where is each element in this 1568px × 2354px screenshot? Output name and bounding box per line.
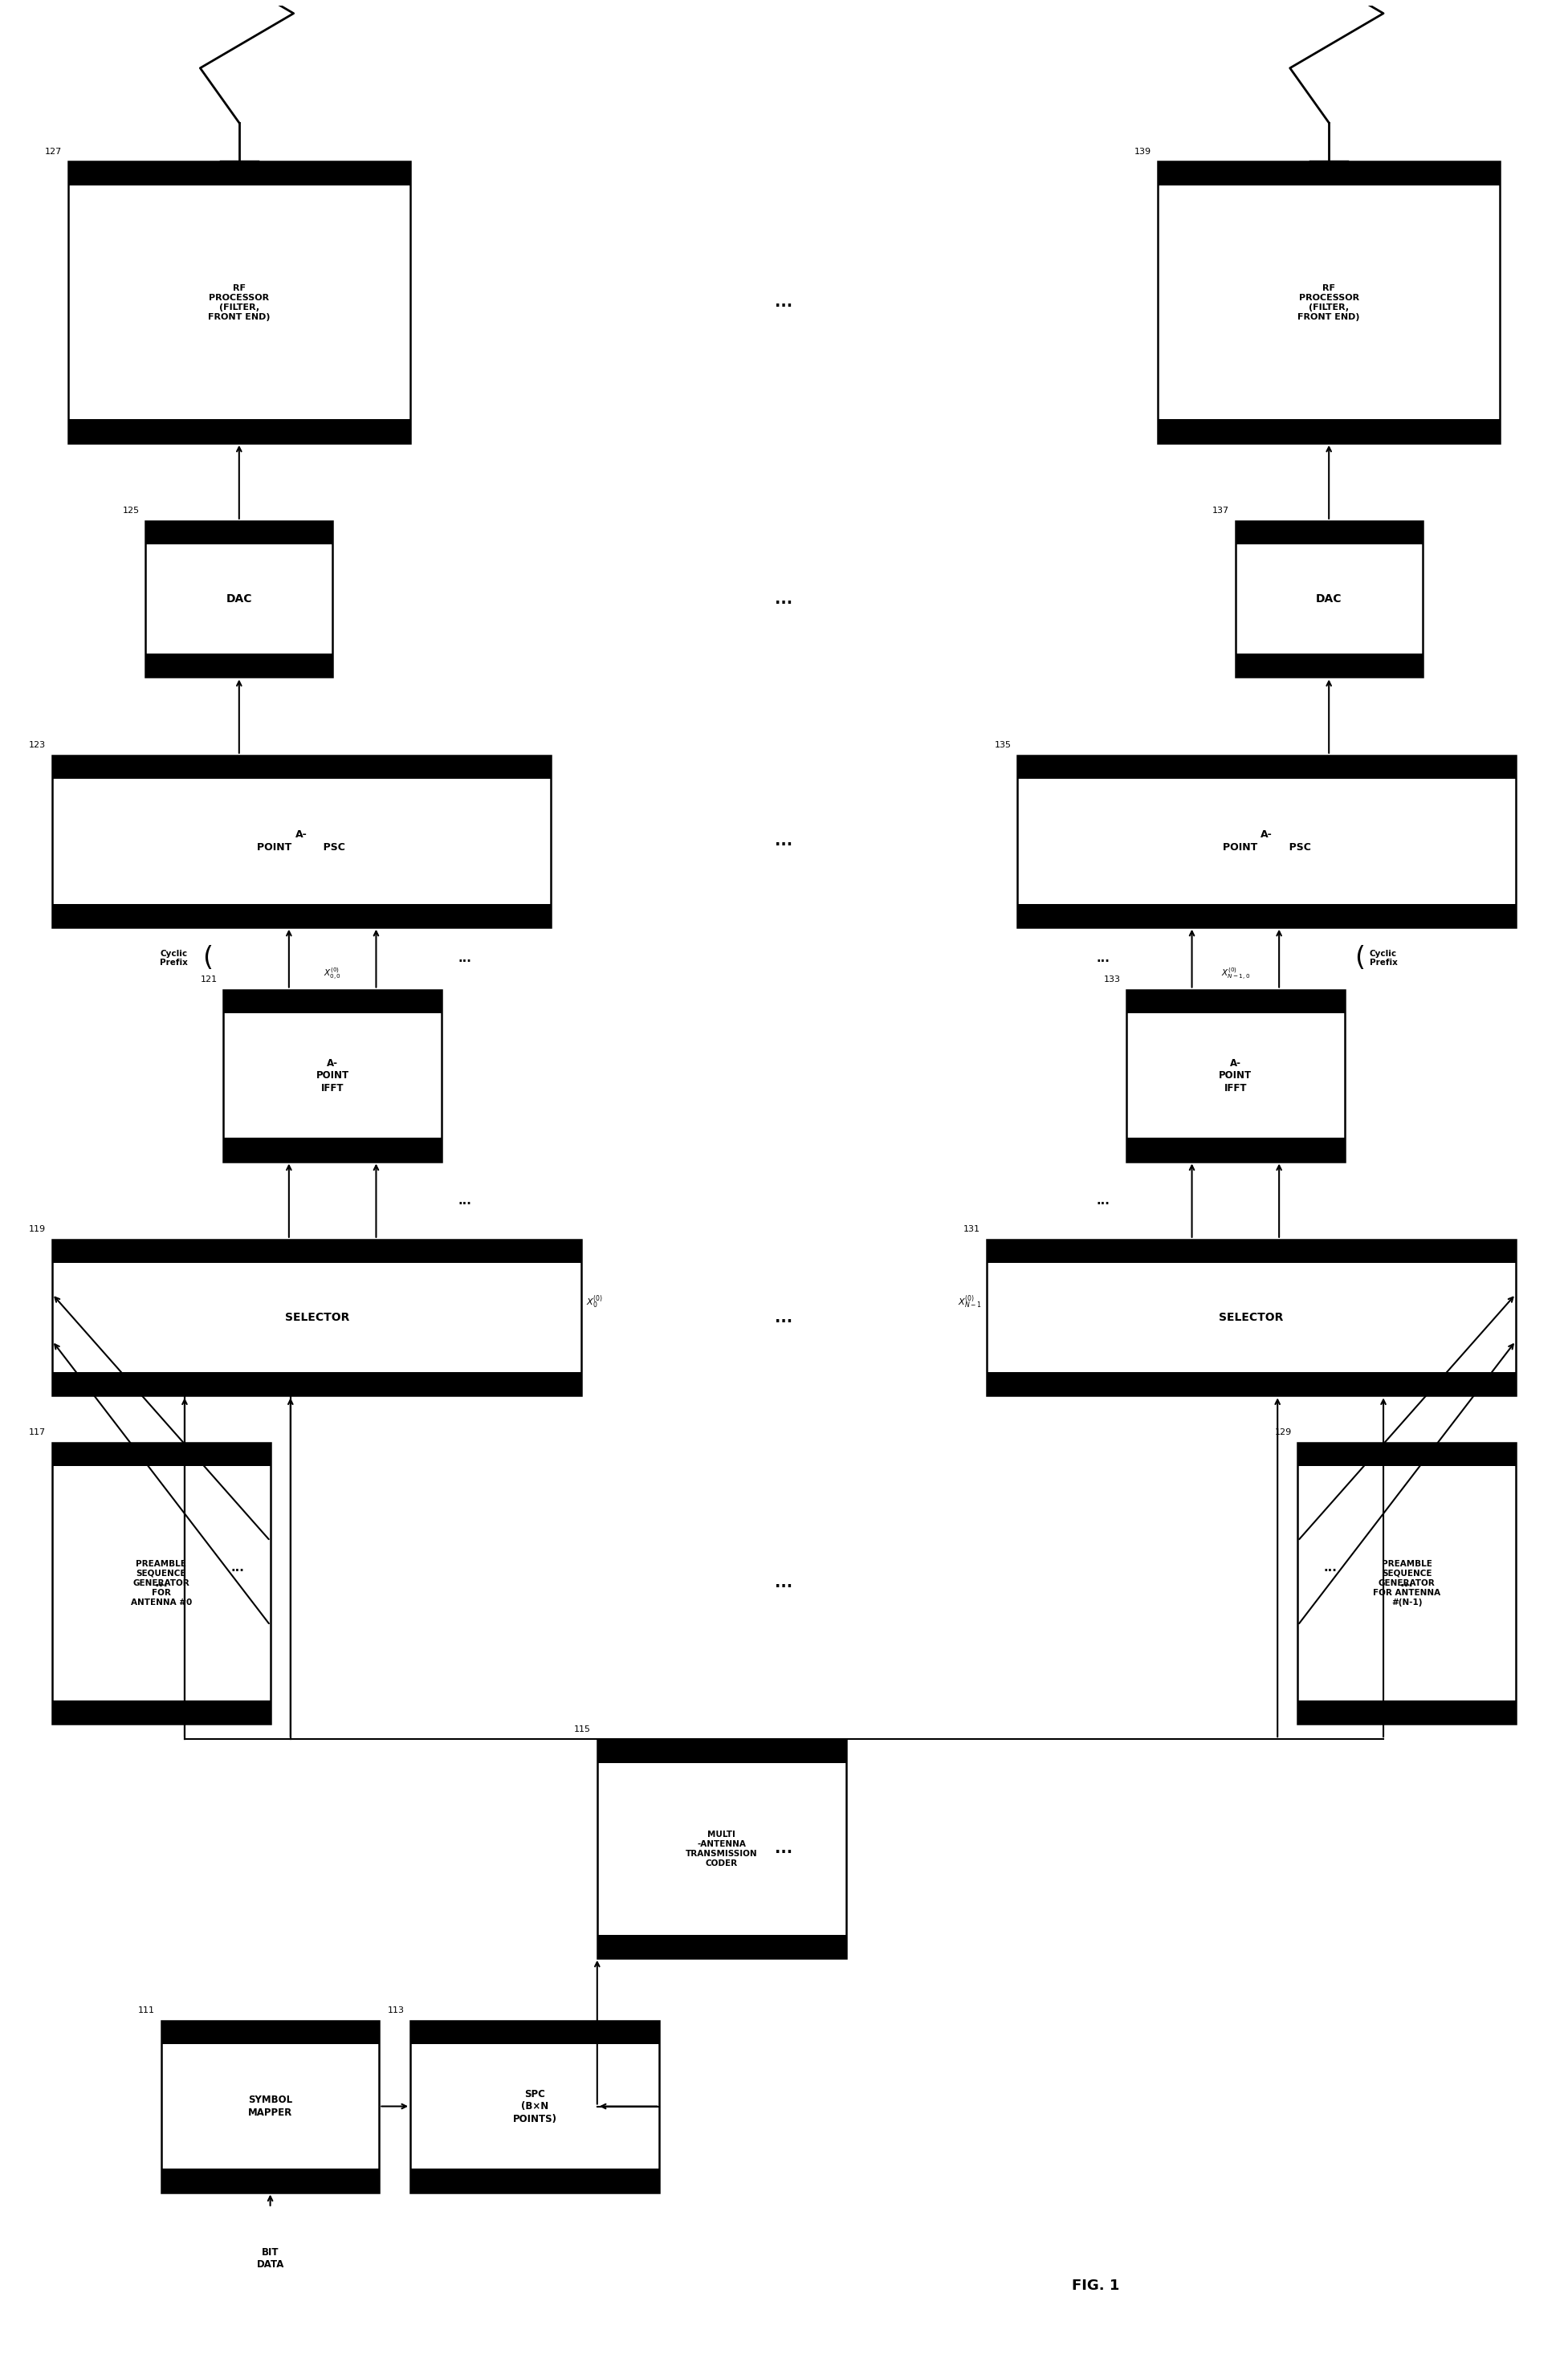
Text: 123: 123 — [30, 742, 45, 749]
Bar — [52, 1443, 270, 1467]
Bar — [224, 989, 442, 1161]
Text: PREAMBLE
SEQUENCE
GENERATOR
FOR
ANTENNA #0: PREAMBLE SEQUENCE GENERATOR FOR ANTENNA … — [130, 1561, 191, 1605]
Bar — [52, 756, 550, 779]
Text: A-
POINT         PSC: A- POINT PSC — [257, 829, 345, 852]
Bar — [67, 162, 411, 186]
Bar — [1236, 520, 1422, 678]
Bar — [1298, 1443, 1516, 1467]
Text: Cyclic
Prefix: Cyclic Prefix — [160, 949, 188, 967]
Text: SPC
(B×N
POINTS): SPC (B×N POINTS) — [513, 2088, 557, 2123]
Text: ...: ... — [1400, 1577, 1413, 1589]
Text: MULTI
-ANTENNA
TRANSMISSION
CODER: MULTI -ANTENNA TRANSMISSION CODER — [685, 1829, 757, 1867]
Text: 137: 137 — [1212, 506, 1229, 516]
Bar — [146, 520, 332, 678]
Bar — [1018, 756, 1516, 779]
Text: A-
POINT
IFFT: A- POINT IFFT — [1218, 1057, 1251, 1092]
Bar — [52, 1372, 582, 1396]
Text: ...: ... — [155, 1577, 168, 1589]
Bar — [1018, 904, 1516, 927]
Bar — [411, 2020, 660, 2192]
Text: 119: 119 — [30, 1224, 45, 1233]
Bar — [1298, 1700, 1516, 1723]
Bar — [52, 1241, 582, 1262]
Text: A-
POINT         PSC: A- POINT PSC — [1223, 829, 1311, 852]
Text: $X_0^{(0)}$: $X_0^{(0)}$ — [586, 1295, 604, 1311]
Text: (: ( — [202, 944, 213, 972]
Bar — [52, 1443, 270, 1723]
Bar — [224, 989, 442, 1012]
Bar — [1236, 520, 1422, 544]
Bar — [52, 1700, 270, 1723]
Bar — [162, 2020, 379, 2192]
Text: SELECTOR: SELECTOR — [1218, 1311, 1283, 1323]
Text: SELECTOR: SELECTOR — [285, 1311, 350, 1323]
Text: 139: 139 — [1135, 148, 1151, 155]
Text: FIG. 1: FIG. 1 — [1071, 2279, 1120, 2293]
Bar — [146, 654, 332, 678]
Bar — [1298, 1443, 1516, 1723]
Bar — [1126, 1137, 1344, 1161]
Text: ...: ... — [775, 1309, 793, 1325]
Bar — [986, 1372, 1516, 1396]
Bar — [411, 2020, 660, 2043]
Bar — [597, 1935, 847, 1959]
Text: 129: 129 — [1275, 1429, 1292, 1436]
Text: ...: ... — [458, 953, 472, 965]
Text: DAC: DAC — [226, 593, 252, 605]
Text: $X_{N-1,0}^{(0)}$: $X_{N-1,0}^{(0)}$ — [1221, 967, 1250, 982]
Text: 111: 111 — [138, 2006, 155, 2015]
Bar — [52, 904, 550, 927]
Text: 133: 133 — [1104, 975, 1120, 984]
Text: A-
POINT
IFFT: A- POINT IFFT — [317, 1057, 350, 1092]
Text: 127: 127 — [44, 148, 61, 155]
Bar — [67, 419, 411, 443]
Bar — [1157, 162, 1501, 443]
Text: 135: 135 — [994, 742, 1011, 749]
Text: ...: ... — [458, 1193, 472, 1208]
Text: ...: ... — [775, 591, 793, 607]
Text: 121: 121 — [201, 975, 218, 984]
Bar — [146, 520, 332, 544]
Text: 115: 115 — [574, 1725, 591, 1733]
Text: 125: 125 — [122, 506, 140, 516]
Text: BIT
DATA: BIT DATA — [257, 2248, 284, 2269]
Text: ...: ... — [775, 294, 793, 311]
Text: ...: ... — [775, 1841, 793, 1857]
Text: ...: ... — [775, 1575, 793, 1591]
Text: $X_{0,0}^{(0)}$: $X_{0,0}^{(0)}$ — [323, 967, 342, 982]
Text: SYMBOL
MAPPER: SYMBOL MAPPER — [248, 2095, 292, 2119]
Bar — [986, 1241, 1516, 1262]
Bar — [1157, 162, 1501, 186]
Text: ...: ... — [775, 833, 793, 850]
Text: $X_{N-1}^{(0)}$: $X_{N-1}^{(0)}$ — [958, 1295, 982, 1311]
Text: ...: ... — [1096, 953, 1110, 965]
Text: RF
PROCESSOR
(FILTER,
FRONT END): RF PROCESSOR (FILTER, FRONT END) — [1298, 285, 1359, 320]
Text: Cyclic
Prefix: Cyclic Prefix — [1369, 949, 1397, 967]
Bar — [67, 162, 411, 443]
Bar — [411, 2168, 660, 2192]
Bar — [1157, 419, 1501, 443]
Text: DAC: DAC — [1316, 593, 1342, 605]
Bar — [1018, 756, 1516, 927]
Text: 131: 131 — [963, 1224, 980, 1233]
Bar — [597, 1740, 847, 1959]
Text: PREAMBLE
SEQUENCE
GENERATOR
FOR ANTENNA
#(N-1): PREAMBLE SEQUENCE GENERATOR FOR ANTENNA … — [1374, 1561, 1441, 1605]
Bar — [224, 1137, 442, 1161]
Text: ...: ... — [1096, 1193, 1110, 1208]
Bar — [986, 1241, 1516, 1396]
Bar — [1236, 654, 1422, 678]
Text: RF
PROCESSOR
(FILTER,
FRONT END): RF PROCESSOR (FILTER, FRONT END) — [209, 285, 270, 320]
Bar — [597, 1740, 847, 1763]
Bar — [1126, 989, 1344, 1161]
Bar — [162, 2020, 379, 2043]
Bar — [52, 756, 550, 927]
Text: (: ( — [1355, 944, 1366, 972]
Text: ...: ... — [230, 1561, 245, 1572]
Text: 113: 113 — [387, 2006, 405, 2015]
Text: ...: ... — [1323, 1561, 1338, 1572]
Bar — [52, 1241, 582, 1396]
Bar — [1126, 989, 1344, 1012]
Bar — [162, 2168, 379, 2192]
Text: 117: 117 — [30, 1429, 45, 1436]
